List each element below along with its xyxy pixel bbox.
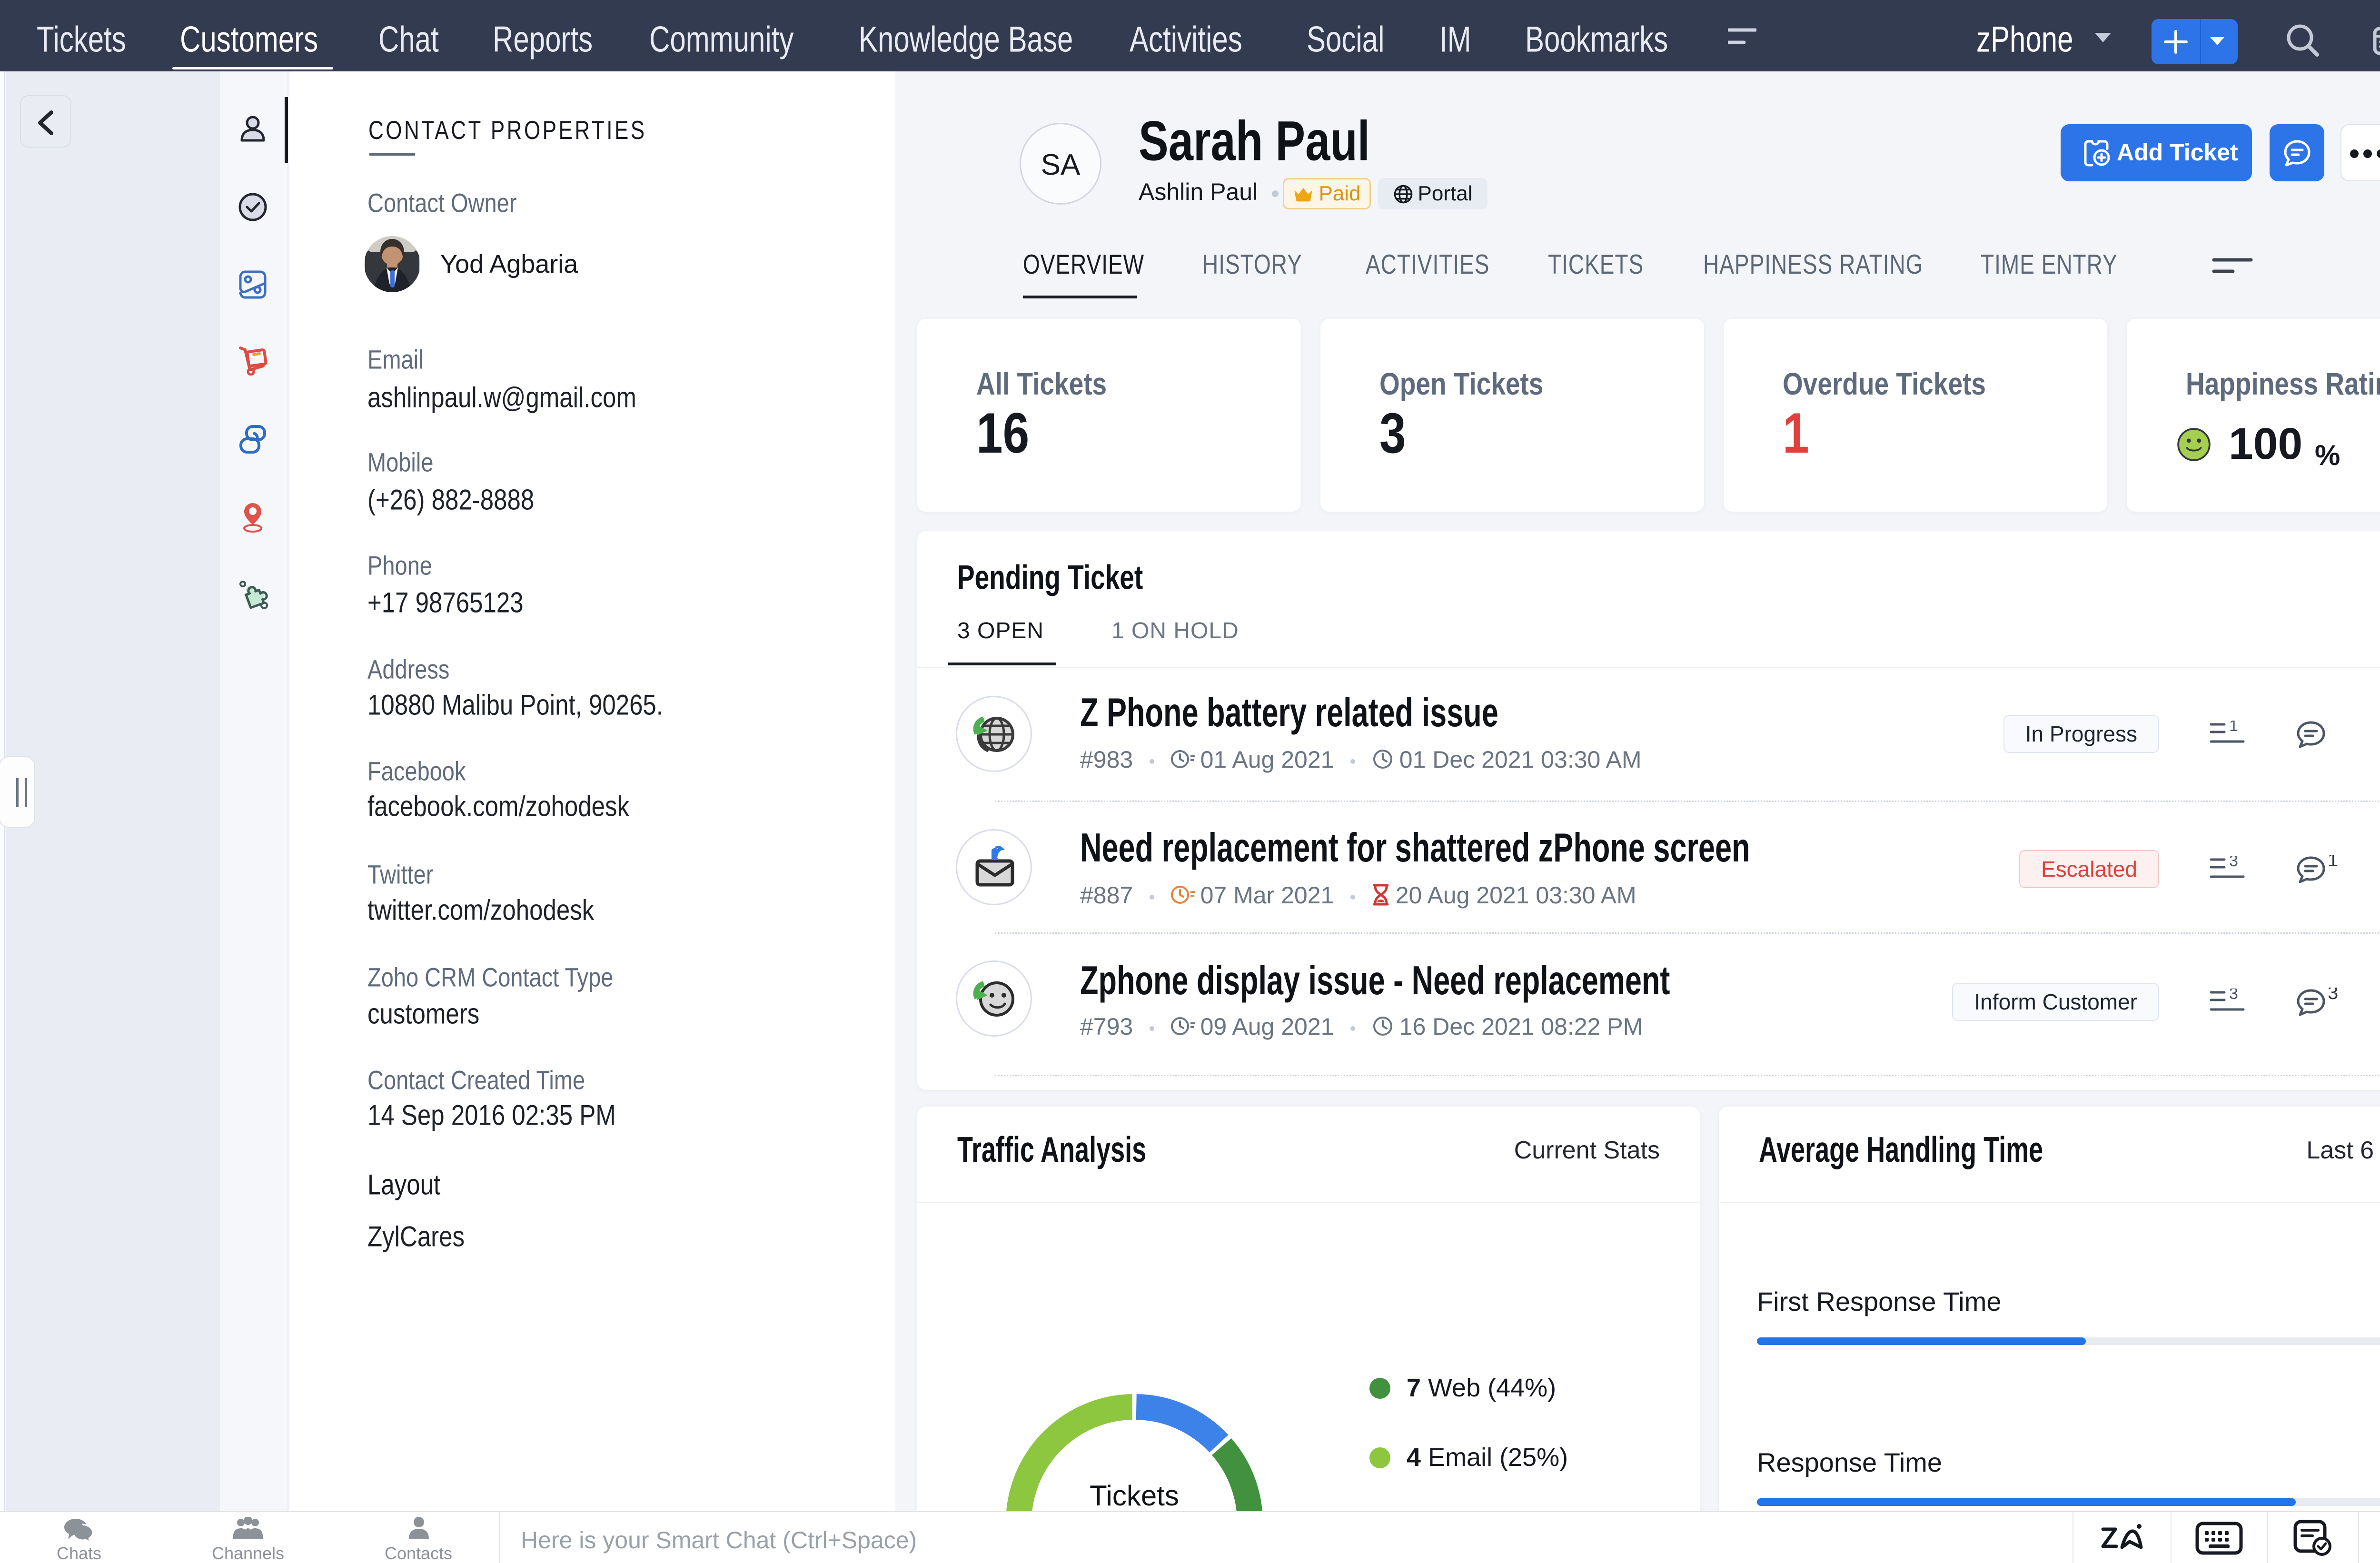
svg-text:1: 1 [2328, 855, 2338, 871]
svg-text:3: 3 [2328, 988, 2338, 1003]
svg-text:1: 1 [2229, 721, 2238, 735]
svg-text:3: 3 [2229, 856, 2238, 870]
svg-text:3: 3 [2229, 989, 2238, 1003]
